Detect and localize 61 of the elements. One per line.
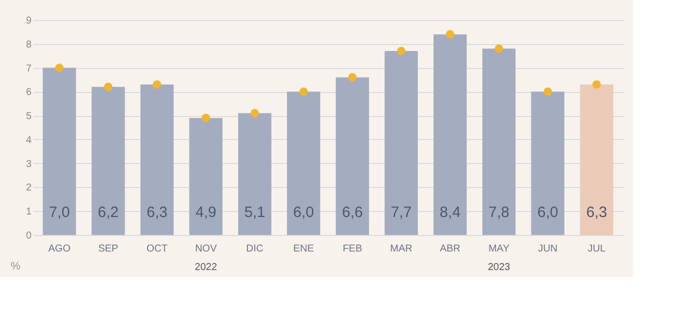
- data-label: 6,0: [537, 204, 558, 221]
- y-tick-label: 6: [26, 87, 32, 98]
- data-label: 5,1: [244, 204, 266, 221]
- bar: [433, 34, 467, 235]
- x-tick-label: JUN: [538, 244, 558, 254]
- point: [494, 44, 504, 53]
- x-tick-label: OCT: [146, 244, 168, 254]
- bar: [580, 84, 614, 235]
- x-tick-label: DIC: [246, 244, 264, 254]
- bar: [238, 113, 272, 235]
- text: 2023: [488, 262, 511, 273]
- data-label: 7,7: [390, 204, 412, 221]
- bar: [189, 118, 223, 235]
- x-tick-label: ABR: [440, 244, 460, 254]
- data-label: 6,3: [146, 204, 168, 221]
- x-tick-label: MAY: [488, 244, 510, 254]
- y-tick-label: 5: [26, 111, 32, 122]
- data-label: 6,0: [293, 204, 314, 221]
- x-tick-label: SEP: [98, 244, 119, 254]
- bar: [92, 86, 125, 235]
- point: [55, 64, 64, 72]
- y-tick-label: 0: [26, 230, 32, 242]
- data-label: 7,8: [488, 204, 510, 221]
- y-tick-label: 8: [26, 39, 32, 50]
- data-label: 8,4: [440, 204, 461, 221]
- bar: [336, 77, 370, 235]
- bar: [531, 92, 564, 235]
- point: [299, 87, 308, 96]
- x-tick-label: MAR: [390, 244, 412, 254]
- point: [104, 82, 112, 92]
- y-tick-label: 1: [26, 206, 32, 218]
- point: [397, 46, 406, 56]
- bar: [42, 68, 76, 235]
- x-tick-label: ENE: [293, 244, 314, 254]
- data-label: 6,6: [342, 204, 363, 221]
- bar: [482, 48, 516, 235]
- point: [250, 108, 259, 118]
- point: [544, 87, 552, 96]
- point: [592, 80, 601, 89]
- y-tick-label: 3: [26, 158, 32, 170]
- data-label: 6,3: [586, 204, 608, 221]
- y-axis-title: %: [10, 260, 21, 272]
- y-tick-label: 2: [26, 182, 32, 194]
- y-tick-label: 4: [26, 134, 32, 146]
- data-label: 7,0: [48, 204, 70, 221]
- y-tick-label: 7: [26, 63, 32, 74]
- text: 2022: [194, 262, 218, 273]
- point: [446, 30, 454, 39]
- point: [348, 73, 357, 82]
- y-tick-label: 9: [26, 16, 32, 26]
- x-tick-label: NOV: [195, 244, 218, 254]
- bar: [286, 92, 320, 235]
- data-label: 4,9: [195, 204, 216, 221]
- x-tick-label: AGO: [48, 244, 71, 254]
- point: [202, 114, 210, 122]
- x-tick-label: JUL: [588, 244, 606, 254]
- bar: [384, 51, 418, 235]
- x-tick-label: FEB: [342, 244, 362, 254]
- data-label: 6,2: [98, 204, 119, 221]
- bar: [140, 84, 174, 235]
- point: [152, 80, 162, 89]
